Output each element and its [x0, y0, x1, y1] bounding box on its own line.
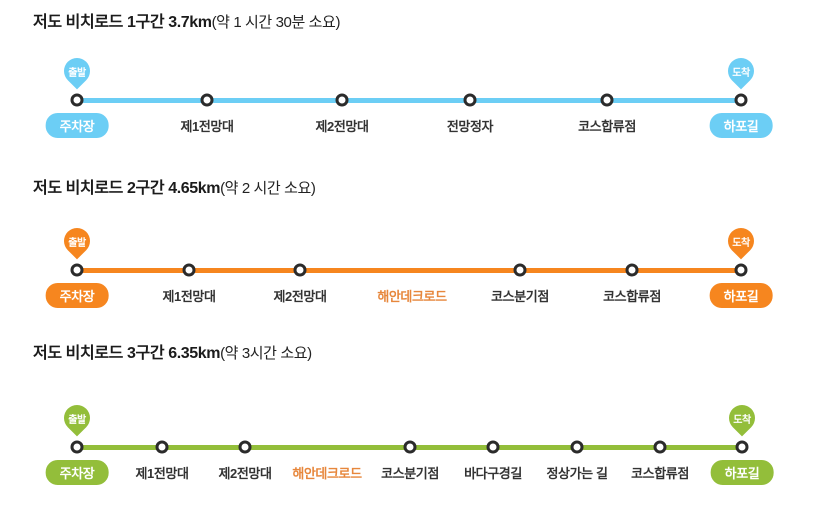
stop-label: 전망정자 [446, 119, 494, 134]
route-title: 저도 비치로드 3구간 6.35km(약 3시간 소요) [33, 345, 312, 363]
stop-node [513, 263, 527, 277]
stop-label-terminal: 하포길 [710, 460, 774, 485]
end-pin: 도착 [723, 399, 761, 443]
route-line [77, 268, 741, 273]
stop-node [70, 440, 84, 454]
stop-node [735, 440, 749, 454]
stop-node [463, 93, 477, 107]
stop-node [486, 440, 500, 454]
stop-node [238, 440, 252, 454]
stop-node [653, 440, 667, 454]
route-title-duration: (약 2 시간 소요) [220, 180, 316, 197]
stop-label-terminal: 하포길 [709, 283, 773, 308]
stop-label: 코스합류점 [603, 289, 661, 304]
stop-label: 제1전망대 [135, 466, 189, 481]
pin-label: 도착 [733, 415, 751, 426]
stop-label: 코스분기점 [381, 466, 439, 481]
stop-label-terminal: 주차장 [45, 283, 109, 308]
pin-label: 도착 [732, 68, 750, 79]
stop-label-terminal: 주차장 [45, 460, 109, 485]
stop-node [734, 93, 748, 107]
stop-label: 정상가는 길 [546, 466, 608, 481]
stop-label: 제2전망대 [315, 119, 369, 134]
route-title-duration: (약 3시간 소요) [220, 345, 312, 362]
stop-label: 바다구경길 [464, 466, 522, 481]
route-title: 저도 비치로드 2구간 4.65km(약 2 시간 소요) [33, 180, 316, 198]
start-pin: 출발 [58, 52, 96, 96]
stop-label: 제1전망대 [180, 119, 234, 134]
stop-node [403, 440, 417, 454]
route-title-main: 저도 비치로드 2구간 4.65km [33, 180, 221, 197]
stop-node [600, 93, 614, 107]
stop-node [734, 263, 748, 277]
stop-node [570, 440, 584, 454]
stop-label-waypoint: 해안데크로드 [377, 289, 447, 304]
end-pin: 도착 [722, 52, 760, 96]
stop-label: 코스합류점 [631, 466, 689, 481]
stop-node [625, 263, 639, 277]
stop-label: 코스분기점 [491, 289, 549, 304]
stop-node [335, 93, 349, 107]
stop-node [70, 93, 84, 107]
route-title: 저도 비치로드 1구간 3.7km(약 1 시간 30분 소요) [33, 14, 340, 32]
stop-label: 제1전망대 [162, 289, 216, 304]
pin-label: 도착 [732, 238, 750, 249]
stop-label: 제2전망대 [218, 466, 272, 481]
stop-node [155, 440, 169, 454]
route-line [77, 98, 741, 103]
stop-node [293, 263, 307, 277]
stop-label: 코스합류점 [578, 119, 636, 134]
stop-node [70, 263, 84, 277]
start-pin: 출발 [58, 399, 96, 443]
stop-label-waypoint: 해안데크로드 [292, 466, 362, 481]
pin-label: 출발 [68, 68, 86, 79]
stop-label-terminal: 주차장 [45, 113, 109, 138]
route-title-duration: (약 1 시간 30분 소요) [211, 14, 341, 31]
stop-label-terminal: 하포길 [709, 113, 773, 138]
stop-label: 제2전망대 [273, 289, 327, 304]
stop-node [182, 263, 196, 277]
route-title-main: 저도 비치로드 3구간 6.35km [33, 345, 221, 362]
end-pin: 도착 [722, 222, 760, 266]
route-title-main: 저도 비치로드 1구간 3.7km [33, 14, 212, 31]
pin-label: 출발 [68, 415, 86, 426]
start-pin: 출발 [58, 222, 96, 266]
stop-node [200, 93, 214, 107]
pin-label: 출발 [68, 238, 86, 249]
